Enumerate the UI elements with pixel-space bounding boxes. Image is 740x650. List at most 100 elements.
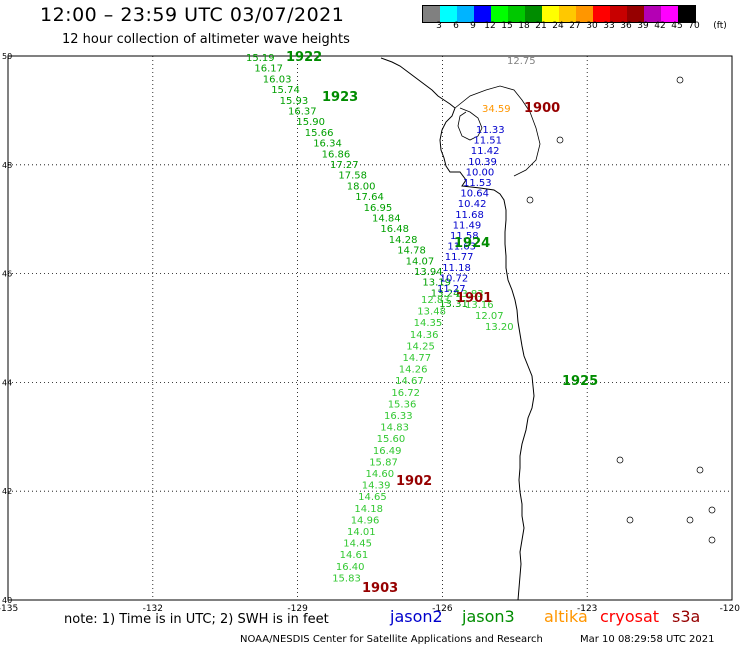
swh-value: 18.00 — [347, 181, 376, 192]
swh-value: 14.36 — [410, 330, 439, 341]
color-swatch — [457, 6, 474, 22]
swh-value: 11.53 — [463, 178, 492, 189]
swh-value: 11.18 — [442, 263, 471, 274]
swh-value: 16.72 — [391, 388, 420, 399]
swh-value: 16.17 — [254, 64, 283, 75]
swh-value: 13.16 — [465, 300, 494, 311]
color-swatch — [644, 6, 661, 22]
lake-outline — [676, 76, 684, 84]
footer-timestamp: Mar 10 08:29:58 UTC 2021 — [580, 634, 715, 645]
swh-value: 14.77 — [403, 353, 432, 364]
color-swatch — [576, 6, 593, 22]
lake-outline — [626, 516, 634, 524]
swh-value: 11.63 — [447, 242, 476, 253]
longitude-label: -135 — [0, 604, 18, 614]
swh-value: 12.07 — [475, 311, 504, 322]
swh-value: 14.26 — [399, 365, 428, 376]
swh-value: 17.27 — [330, 160, 359, 171]
scale-tick-label: 21 — [535, 21, 547, 31]
swh-value: 17.64 — [355, 192, 384, 203]
scale-tick-label: 18 — [518, 21, 530, 31]
swh-value: 15.60 — [377, 434, 406, 445]
swh-value: 13.19 — [422, 278, 451, 289]
swh-value: 14.07 — [406, 256, 435, 267]
map-border — [7, 55, 733, 601]
swh-value: 14.78 — [397, 246, 426, 257]
swh-value: 10.64 — [460, 189, 489, 200]
swh-value: 16.03 — [263, 74, 292, 85]
swh-value: 15.36 — [388, 399, 417, 410]
chart-title: 12:00 – 23:59 UTC 03/07/2021 — [40, 4, 345, 26]
color-swatch — [627, 6, 644, 22]
swh-value: 14.84 — [372, 214, 401, 225]
pass-label: 1901 — [456, 291, 492, 306]
satellite-altika-label: altika — [544, 607, 588, 626]
scale-tick-label: 9 — [470, 21, 476, 31]
color-swatch — [610, 6, 627, 22]
color-swatch — [559, 6, 576, 22]
latitude-label: 40 — [2, 596, 12, 605]
lake-outline — [708, 506, 716, 514]
scale-tick-label: 27 — [569, 21, 581, 31]
swh-values: 15.1916.1716.0315.7415.9316.3715.9015.66… — [246, 53, 536, 584]
scale-tick-label: 33 — [603, 21, 615, 31]
lat-lon-grid — [8, 56, 732, 600]
satellite-jason2-label: jason2 — [390, 607, 443, 626]
swh-value: 12.75 — [507, 56, 536, 67]
color-swatch — [423, 6, 440, 22]
scale-tick-label: 39 — [637, 21, 649, 31]
pass-label: 1902 — [396, 474, 432, 489]
swh-value: 11.33 — [476, 125, 505, 136]
lake-outline — [616, 456, 624, 464]
scale-tick-label: 6 — [453, 21, 459, 31]
pass-label: 1924 — [454, 236, 490, 251]
swh-value: 14.18 — [354, 504, 383, 515]
swh-value: 16.34 — [313, 139, 342, 150]
scale-tick-label: 24 — [552, 21, 564, 31]
lake-outline — [556, 136, 564, 144]
coastline — [380, 57, 716, 601]
lake-outline — [708, 536, 716, 544]
swh-value: 16.86 — [322, 149, 351, 160]
swh-value: 10.39 — [468, 157, 497, 168]
chart-subtitle: 12 hour collection of altimeter wave hei… — [62, 32, 350, 47]
color-swatch — [542, 6, 559, 22]
swh-value: 14.60 — [366, 469, 395, 480]
swh-value: 13.31 — [439, 299, 468, 310]
scale-tick-label: 30 — [586, 21, 598, 31]
swh-value: 34.59 — [482, 104, 511, 115]
lake-outline — [526, 196, 534, 204]
swh-value: 15.93 — [280, 96, 309, 107]
color-scale-bar — [422, 5, 696, 23]
swh-value: 16.48 — [380, 224, 409, 235]
swh-value: 17.58 — [338, 171, 367, 182]
axis-labels: 50 48 46 44 42 40-135 -132 -129 -126 -123 -120 — [0, 52, 740, 614]
swh-value: 13.48 — [417, 307, 446, 318]
footer-note: note: 1) Time is in UTC; 2) SWH is in fe… — [64, 612, 329, 627]
map-frame — [7, 55, 733, 601]
swh-value: 14.35 — [414, 318, 443, 329]
color-swatch — [678, 6, 695, 22]
pass-labels: 1922 1923 1924 1925 1900 1901 1902 1903 — [286, 50, 598, 596]
inland-waters-outline — [454, 85, 541, 177]
swh-value: 14.39 — [362, 481, 391, 492]
swh-value: 15.87 — [369, 457, 398, 468]
swh-value: 11.77 — [445, 252, 474, 263]
swh-value: 16.37 — [288, 107, 317, 118]
scale-tick-label: 15 — [501, 21, 513, 31]
pass-label: 1903 — [362, 581, 398, 596]
lake-outline — [686, 516, 694, 524]
color-swatch — [525, 6, 542, 22]
pass-label: 1923 — [322, 90, 358, 105]
latitude-label: 50 — [2, 52, 12, 61]
swh-value: 16.49 — [373, 446, 402, 457]
swh-value: 15.19 — [246, 53, 275, 64]
scale-tick-label: 42 — [654, 21, 666, 31]
swh-value: 12.83 — [421, 295, 450, 306]
color-scale-labels: 3 6 9 12 15 18 21 24 27 30 33 36 39 42 45 70 (ft) — [422, 21, 740, 35]
color-swatch — [508, 6, 525, 22]
scale-tick-label: 3 — [436, 21, 442, 31]
longitude-label: -123 — [577, 604, 597, 614]
swh-value: 11.68 — [455, 210, 484, 221]
